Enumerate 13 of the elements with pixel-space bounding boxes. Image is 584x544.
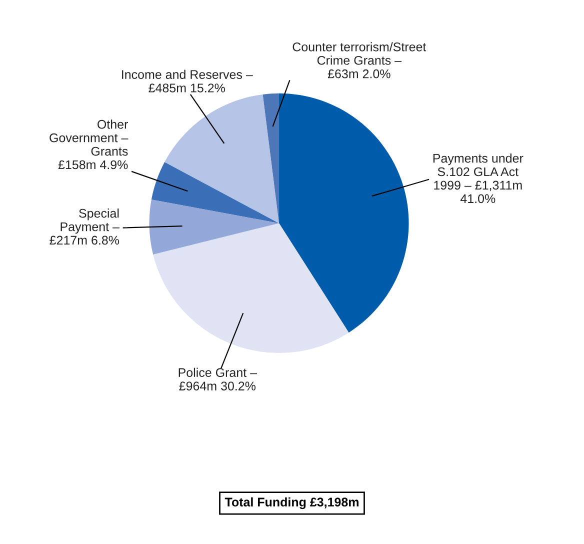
slice-label: Special Payment – £217m 6.8%: [50, 208, 120, 245]
pie-slice: [151, 162, 280, 224]
pie-slice: [164, 94, 280, 224]
text: Total Funding £3,198m: [224, 497, 358, 510]
pie-slice: [153, 223, 349, 353]
slice-label: Police Grant – £964m 30.2%: [178, 368, 258, 390]
slice-label: Counter terrorism/Street Crime Grants – £63m 2.0%: [292, 42, 426, 78]
slice-label: Income and Reserves – £485m 15.2%: [122, 70, 253, 92]
slice-label: Payments under S.102 GLA Act 1999 – £1,311m 41.0%: [433, 154, 524, 204]
pie-slice: [149, 200, 280, 254]
slice-label: Other Government – Grants £158m 4.9%: [50, 120, 128, 170]
pie-slice: [279, 93, 409, 333]
pie-slice: [262, 93, 280, 224]
